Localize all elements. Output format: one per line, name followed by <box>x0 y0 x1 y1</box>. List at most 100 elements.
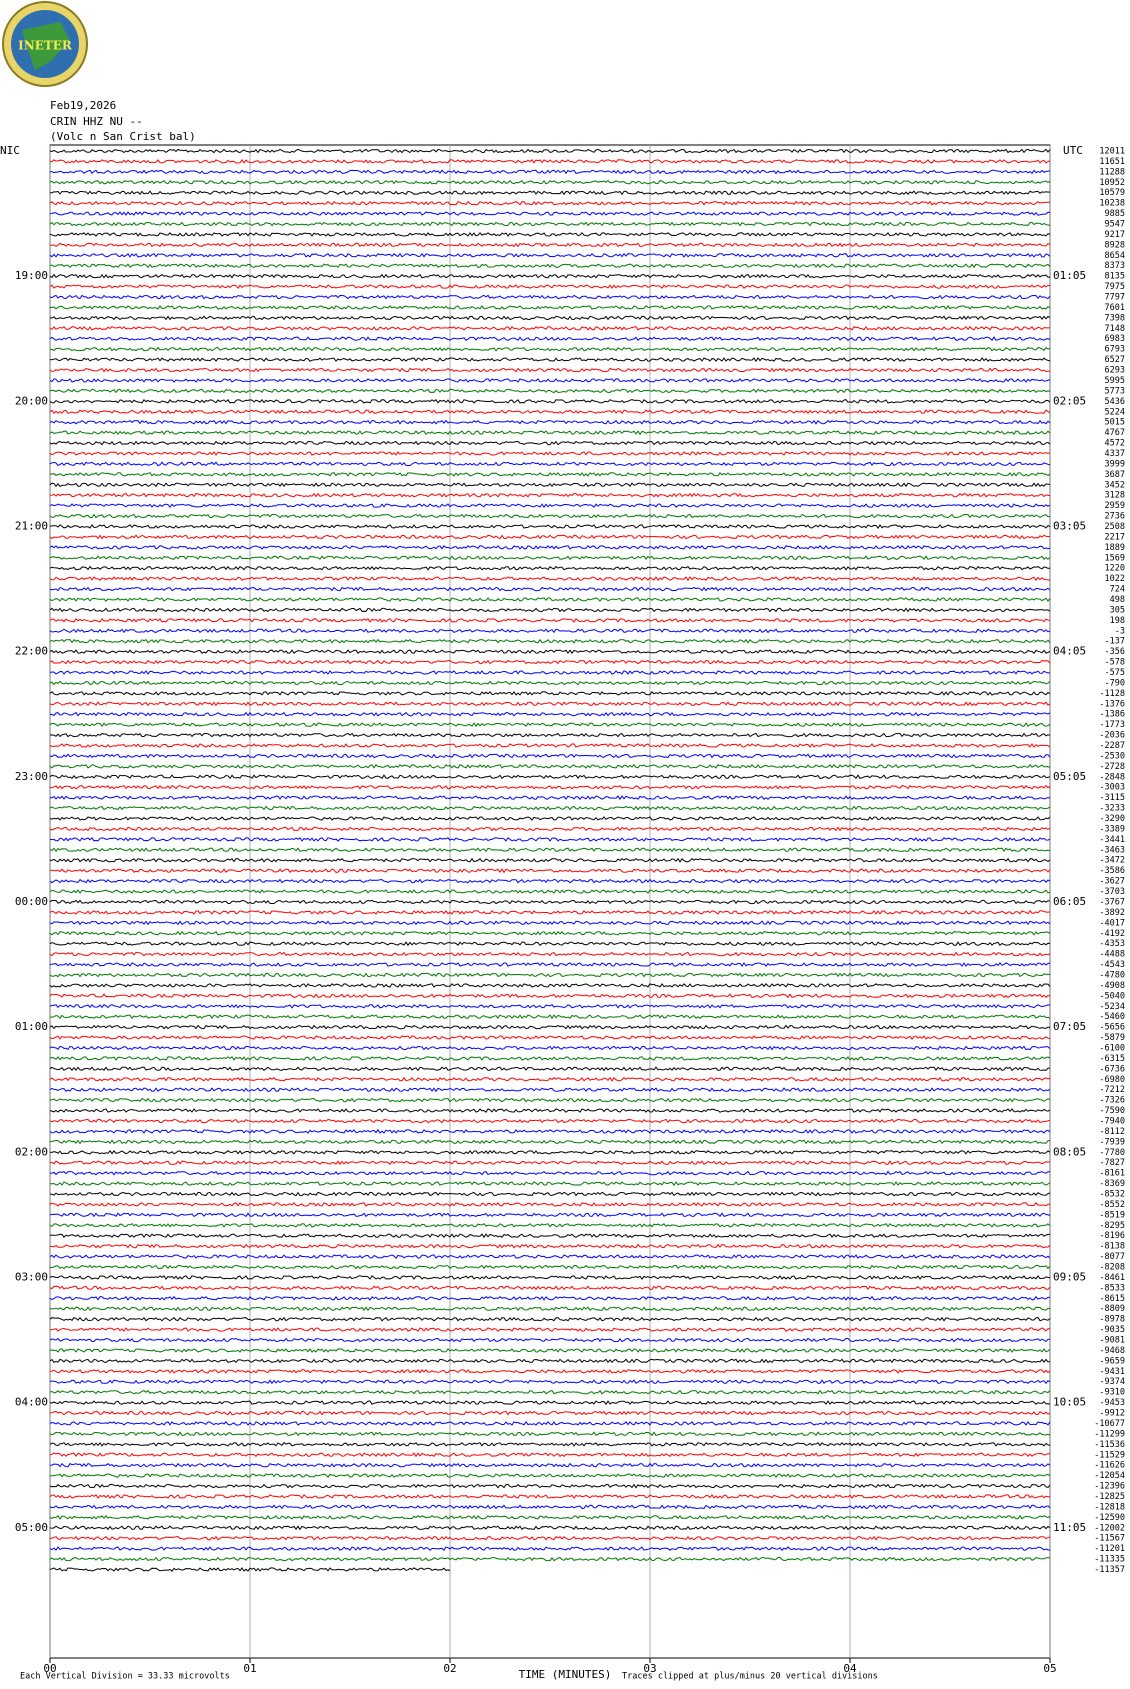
trace <box>49 1316 1051 1322</box>
row-offset: 2508 <box>1105 522 1125 532</box>
row-offset: -9035 <box>1099 1325 1125 1335</box>
row-offset: -9453 <box>1099 1398 1125 1408</box>
row-offset: -12825 <box>1094 1492 1125 1502</box>
trace <box>49 670 1050 675</box>
row-offset: -12054 <box>1094 1471 1125 1481</box>
date: Feb19,2026 <box>50 99 116 112</box>
left-time-label: 05:00 <box>15 1521 48 1534</box>
right-time-label: 05:05 <box>1053 770 1086 783</box>
row-offset: 2959 <box>1105 501 1125 511</box>
trace <box>49 993 1051 999</box>
right-time-label: 06:05 <box>1053 895 1086 908</box>
trace <box>49 1410 1051 1416</box>
trace <box>49 920 1051 926</box>
row-offset: 4337 <box>1105 449 1125 459</box>
x-tick-label: 05 <box>1043 1662 1056 1675</box>
trace <box>49 284 1051 290</box>
row-offset: 5773 <box>1105 386 1125 396</box>
trace <box>49 1473 1051 1479</box>
row-offset: -6315 <box>1099 1054 1125 1064</box>
trace <box>49 565 1051 571</box>
trace <box>49 148 1051 154</box>
row-offset: -6980 <box>1099 1075 1125 1085</box>
row-offset: -1386 <box>1099 710 1125 720</box>
trace <box>49 1275 1051 1280</box>
trace <box>49 617 1051 623</box>
row-offset: -4543 <box>1099 960 1125 970</box>
row-offset: -7590 <box>1099 1106 1125 1116</box>
row-offset: -5460 <box>1099 1012 1125 1022</box>
trace <box>49 190 1051 196</box>
x-tick-label: 00 <box>43 1662 56 1675</box>
right-time-label: 04:05 <box>1053 645 1086 658</box>
trace <box>49 1149 1051 1155</box>
row-offset: -8552 <box>1099 1200 1125 1210</box>
trace <box>49 315 1051 321</box>
trace <box>49 1327 1051 1332</box>
trace <box>49 221 1051 227</box>
trace <box>49 367 1051 373</box>
row-offset: -8369 <box>1099 1179 1125 1189</box>
trace <box>49 211 1051 216</box>
trace <box>49 628 1051 634</box>
trace <box>49 941 1051 947</box>
row-offset: 2736 <box>1105 512 1125 522</box>
row-offset: 5015 <box>1105 418 1125 428</box>
clip-note: Traces clipped at plus/minus 20 vertical… <box>622 1672 878 1682</box>
row-offset: -6100 <box>1099 1043 1125 1053</box>
trace <box>49 440 1051 446</box>
trace <box>49 638 1051 644</box>
trace <box>49 471 1051 477</box>
right-time-label: 02:05 <box>1053 394 1086 407</box>
trace <box>49 743 1051 748</box>
row-offset: -8809 <box>1099 1304 1125 1314</box>
row-offset: -2036 <box>1099 731 1125 741</box>
trace <box>49 263 1051 269</box>
trace <box>49 1233 1051 1239</box>
row-offset: -9912 <box>1099 1409 1125 1419</box>
trace <box>49 701 1051 707</box>
trace <box>49 764 1051 769</box>
trace <box>49 346 1051 352</box>
row-offset: -8077 <box>1099 1252 1125 1262</box>
trace <box>49 503 1051 509</box>
row-offset: 11651 <box>1099 157 1125 167</box>
trace <box>49 357 1051 363</box>
row-offset: -4908 <box>1099 981 1125 991</box>
trace <box>49 889 1051 894</box>
trace <box>49 378 1051 383</box>
trace <box>49 1306 1051 1312</box>
row-offset: 6983 <box>1105 334 1125 344</box>
left-time-label: 23:00 <box>15 770 48 783</box>
row-offset: 10952 <box>1099 178 1125 188</box>
trace <box>49 1535 1051 1541</box>
row-offset: -7212 <box>1099 1085 1125 1095</box>
row-offset: 3128 <box>1105 491 1125 501</box>
x-axis-label: TIME (MINUTES) <box>519 1668 612 1681</box>
row-offset: -2287 <box>1099 741 1125 751</box>
trace <box>49 805 1051 811</box>
row-offset: 10579 <box>1099 188 1125 198</box>
row-offset: -3290 <box>1099 814 1125 824</box>
trace <box>49 597 1051 602</box>
row-offset: -11567 <box>1094 1534 1125 1544</box>
trace <box>49 1160 1051 1166</box>
trace <box>49 294 1051 300</box>
row-offset: -11299 <box>1094 1429 1125 1439</box>
left-time-label: 20:00 <box>15 394 48 407</box>
row-offset: -8533 <box>1099 1283 1125 1293</box>
row-offset: -7940 <box>1099 1116 1125 1126</box>
row-offset: 1220 <box>1105 564 1125 574</box>
row-offset: -3586 <box>1099 866 1125 876</box>
x-tick-label: 01 <box>243 1662 256 1675</box>
trace <box>49 1254 1051 1260</box>
trace <box>49 524 1051 529</box>
trace <box>49 1567 451 1572</box>
left-time-label: 02:00 <box>15 1145 48 1158</box>
trace <box>49 461 1051 467</box>
row-offset: 3687 <box>1105 470 1125 480</box>
trace <box>49 1129 1051 1134</box>
row-offset: 11288 <box>1099 167 1125 177</box>
row-offset: -5879 <box>1099 1033 1125 1043</box>
row-offset: -8196 <box>1099 1231 1125 1241</box>
